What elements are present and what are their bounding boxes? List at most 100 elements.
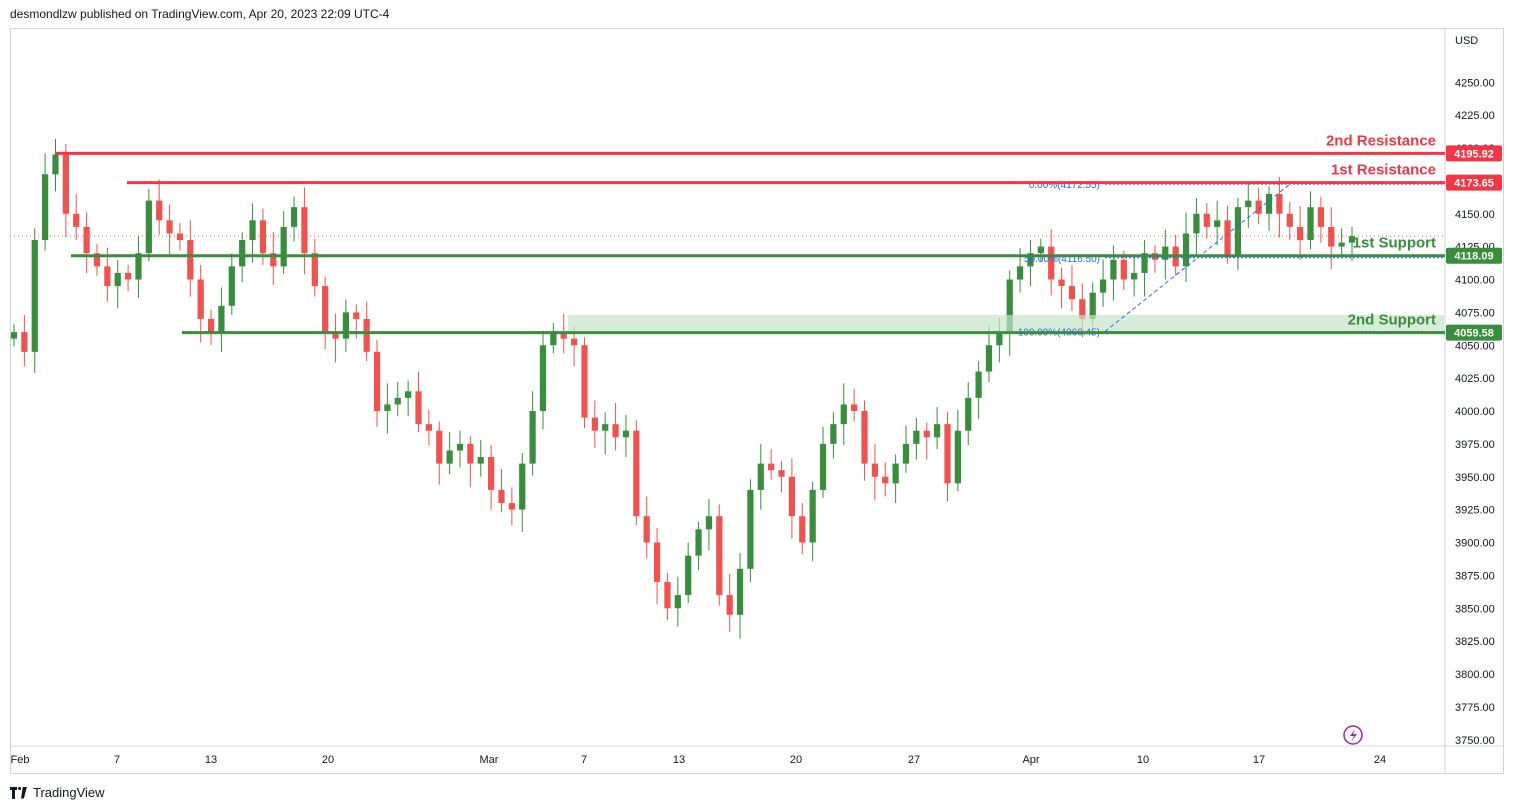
- candle-body: [581, 345, 588, 418]
- candle-body: [602, 424, 609, 431]
- level-price-label: 4059.58: [1454, 328, 1494, 340]
- candle-body: [249, 220, 256, 241]
- candle-body: [1265, 194, 1273, 214]
- candle-body: [591, 417, 598, 431]
- fib-level-label: 0.00%(4172.55): [1029, 180, 1100, 191]
- candle-body: [934, 424, 941, 438]
- candle-body: [954, 430, 961, 484]
- candle-body: [436, 430, 443, 464]
- candle-body: [1162, 246, 1169, 260]
- candle-body: [861, 411, 868, 464]
- candle-body: [456, 443, 464, 451]
- candle-body: [1110, 259, 1117, 280]
- candle-body: [239, 240, 246, 267]
- candle-body: [1203, 213, 1210, 227]
- y-tick-label: 4150.00: [1455, 209, 1495, 221]
- candle-body: [716, 516, 723, 596]
- candle-body: [52, 154, 59, 175]
- footer-brand: TradingView: [33, 785, 105, 800]
- candle-body: [197, 279, 204, 319]
- x-tick-label: 17: [1253, 754, 1265, 766]
- candle-body: [1317, 207, 1324, 227]
- x-tick-label: 20: [322, 754, 334, 766]
- candle-body: [612, 424, 619, 438]
- y-tick-label: 4225.00: [1455, 110, 1495, 122]
- candle-body: [996, 332, 1003, 346]
- y-tick-label: 3750.00: [1455, 735, 1495, 747]
- lightning-icon-glyph: [1350, 729, 1357, 742]
- candle-body: [1234, 207, 1242, 256]
- y-tick-label: 4075.00: [1455, 307, 1495, 319]
- candle-body: [643, 516, 650, 543]
- candle-body: [62, 154, 69, 214]
- x-tick-label: 10: [1137, 754, 1149, 766]
- x-tick-label: 27: [908, 754, 920, 766]
- candle-body: [1006, 279, 1013, 333]
- y-tick-label: 3800.00: [1455, 669, 1495, 681]
- y-tick-label: 3850.00: [1455, 603, 1495, 615]
- candle-body: [228, 266, 235, 306]
- candle-body: [788, 476, 796, 517]
- x-tick-label: 7: [581, 754, 587, 766]
- candle-body: [270, 253, 277, 267]
- level-price-label: 4118.09: [1454, 251, 1493, 263]
- level-price-badge: [1446, 174, 1502, 191]
- level-price-label: 4195.92: [1454, 148, 1494, 160]
- level-name: 1st Support: [1353, 235, 1436, 252]
- candle-body: [1058, 279, 1065, 287]
- candle-body: [290, 207, 298, 227]
- candle-body: [1089, 292, 1096, 319]
- candle-body: [840, 404, 847, 425]
- candle-body: [705, 516, 713, 530]
- level-price-badge: [1446, 247, 1502, 264]
- candle-body: [560, 332, 567, 339]
- candle-body: [280, 226, 287, 267]
- candle-body: [871, 463, 878, 477]
- candle-body: [882, 476, 889, 484]
- candle-body: [1307, 207, 1314, 241]
- chart-frame: [10, 28, 1504, 774]
- y-tick-label: 3975.00: [1455, 439, 1495, 451]
- candle-body: [799, 516, 806, 543]
- candle-body: [145, 200, 152, 254]
- y-tick-label: 4050.00: [1455, 340, 1495, 352]
- candle-body: [311, 253, 318, 287]
- candle-body: [1141, 253, 1148, 273]
- level-name: 2nd Resistance: [1326, 132, 1436, 149]
- candle-body: [1328, 226, 1335, 247]
- candle-body: [467, 443, 474, 464]
- level-price-label: 4173.65: [1454, 178, 1494, 190]
- y-tick-label: 3825.00: [1455, 636, 1495, 648]
- candle-body: [965, 397, 972, 431]
- x-tick-label: 13: [205, 754, 217, 766]
- candle-body: [1016, 266, 1024, 280]
- candle-body: [1338, 242, 1345, 247]
- candle-body: [124, 272, 132, 280]
- x-tick-label: 20: [790, 754, 802, 766]
- candle-body: [1193, 213, 1200, 234]
- candle-body: [218, 305, 225, 333]
- x-tick-label: Feb: [11, 754, 30, 766]
- y-tick-label: 4025.00: [1455, 373, 1495, 385]
- candle-body: [1297, 226, 1304, 241]
- candle-body: [923, 430, 930, 438]
- candle-body: [104, 266, 111, 287]
- candle-body: [1276, 194, 1283, 214]
- candle-body: [301, 207, 308, 254]
- x-tick-label: Mar: [480, 754, 499, 766]
- candle-body: [135, 253, 142, 280]
- candle-body: [405, 391, 412, 398]
- support-zone: [568, 315, 1444, 333]
- candle-body: [519, 463, 526, 510]
- candle-body: [1255, 200, 1262, 214]
- candle-body: [10, 332, 18, 339]
- candle-body: [207, 318, 215, 333]
- candle-body: [902, 443, 910, 464]
- candle-body: [166, 220, 173, 234]
- candle-body: [975, 371, 982, 398]
- candle-body: [633, 430, 640, 517]
- candle-body: [31, 240, 38, 352]
- candle-body: [415, 391, 422, 425]
- candle-body: [1048, 246, 1055, 280]
